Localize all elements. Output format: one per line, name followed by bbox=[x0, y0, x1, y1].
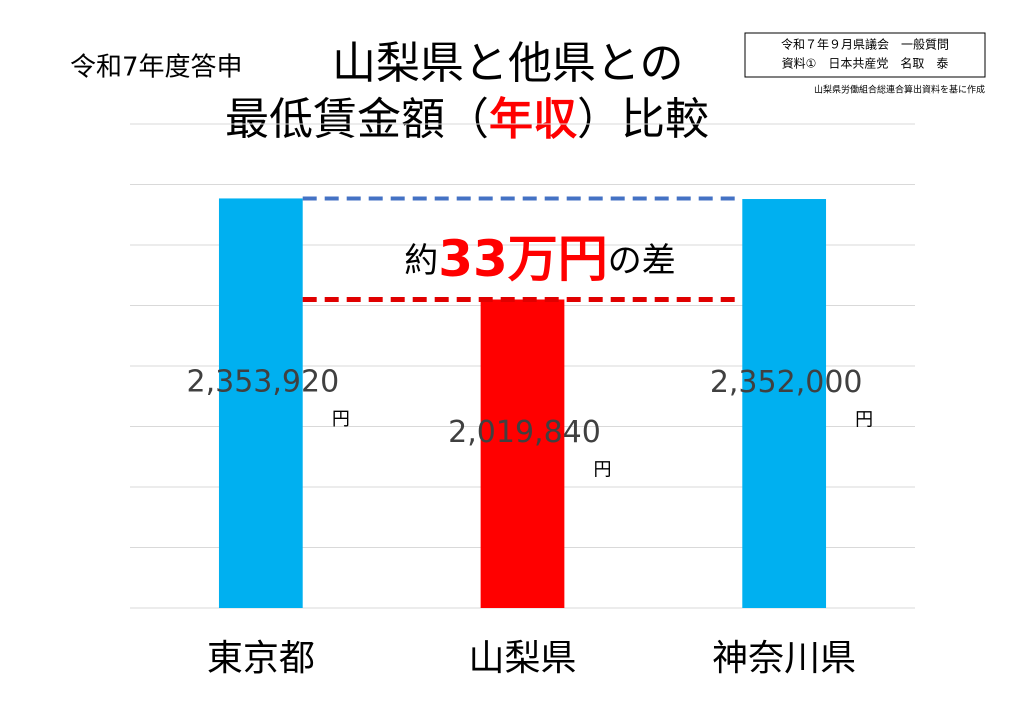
annotation: 約33万円の差 bbox=[404, 230, 676, 288]
value-unit: 円 bbox=[594, 460, 612, 481]
value-unit: 円 bbox=[855, 410, 873, 431]
title-highlight: 年収 bbox=[489, 94, 577, 145]
bar bbox=[218, 198, 303, 608]
source: 山梨県労働組合総連合算出資料を基に作成 bbox=[814, 84, 985, 96]
value-unit: 円 bbox=[332, 409, 350, 430]
title-part: 最低賃金額（ bbox=[225, 94, 489, 145]
bar bbox=[480, 299, 565, 608]
value-label: 2,353,920 bbox=[186, 365, 339, 400]
bar bbox=[742, 199, 827, 608]
x-tick-label: 山梨県 bbox=[468, 638, 576, 679]
value-label: 2,352,000 bbox=[710, 365, 863, 400]
info-line: 令和７年９月県議会 一般質問 bbox=[781, 37, 949, 52]
annotation-part: の差 bbox=[608, 241, 676, 281]
annotation-highlight: 33万円 bbox=[438, 230, 608, 288]
value-label: 2,019,840 bbox=[448, 415, 601, 450]
annotation-part: 約 bbox=[404, 241, 438, 281]
x-tick-label: 東京都 bbox=[207, 638, 315, 679]
title-line1: 山梨県と他県との bbox=[332, 38, 684, 89]
x-tick-label: 神奈川県 bbox=[712, 638, 856, 679]
title-part: ）比較 bbox=[577, 94, 709, 145]
title-prefix: 令和7年度答申 bbox=[70, 53, 243, 83]
info-line: 資料① 日本共産党 名取 泰 bbox=[782, 56, 949, 71]
info-box bbox=[744, 32, 986, 78]
title-line2: 最低賃金額（年収）比較 bbox=[225, 94, 709, 145]
